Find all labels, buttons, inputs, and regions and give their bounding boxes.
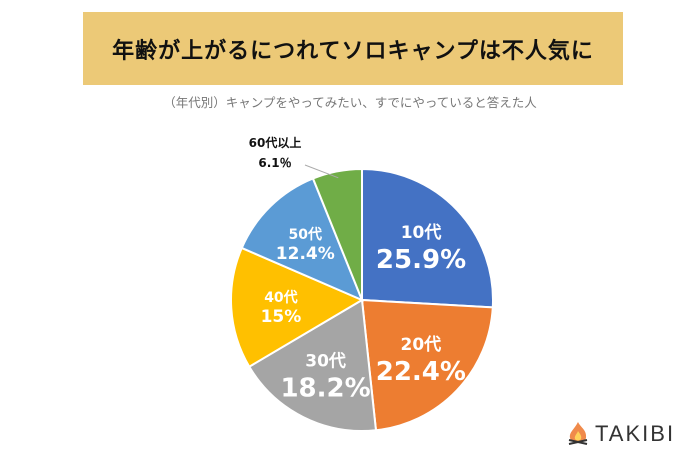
slice-category-label: 60代以上 [249,135,302,150]
slice-value-label: 25.9% [376,245,466,275]
pie-slice [247,298,378,432]
logo-text: TAKIBI [595,421,676,446]
pie-slice [311,167,363,301]
slice-category-label: 40代 [264,289,297,306]
title-banner: 年齢が上がるにつれてソロキャンプは不人気に [83,12,623,85]
slice-category-label: 20代 [401,334,442,355]
campfire-icon [568,422,588,445]
pie-slice [361,167,494,309]
pie-slice [230,246,365,369]
slice-value-label: 6.1％ [258,156,291,170]
takibi-logo: TAKIBI [565,420,675,448]
slice-category-label: 30代 [305,351,346,372]
leader-line [304,164,339,179]
pie-slice [360,298,494,432]
slice-value-label: 15% [261,307,302,327]
slice-value-label: 22.4% [376,357,466,387]
slice-value-label: 12.4% [276,244,335,264]
chart-title: 年齢が上がるにつれてソロキャンプは不人気に [112,38,594,64]
chart-subtitle: （年代別）キャンプをやってみたい、すでにやっていると答えた人 [163,95,537,110]
slice-category-label: 10代 [401,222,442,243]
pie-slice [240,177,364,302]
slice-category-label: 50代 [289,226,322,243]
slice-value-label: 18.2% [280,374,370,404]
